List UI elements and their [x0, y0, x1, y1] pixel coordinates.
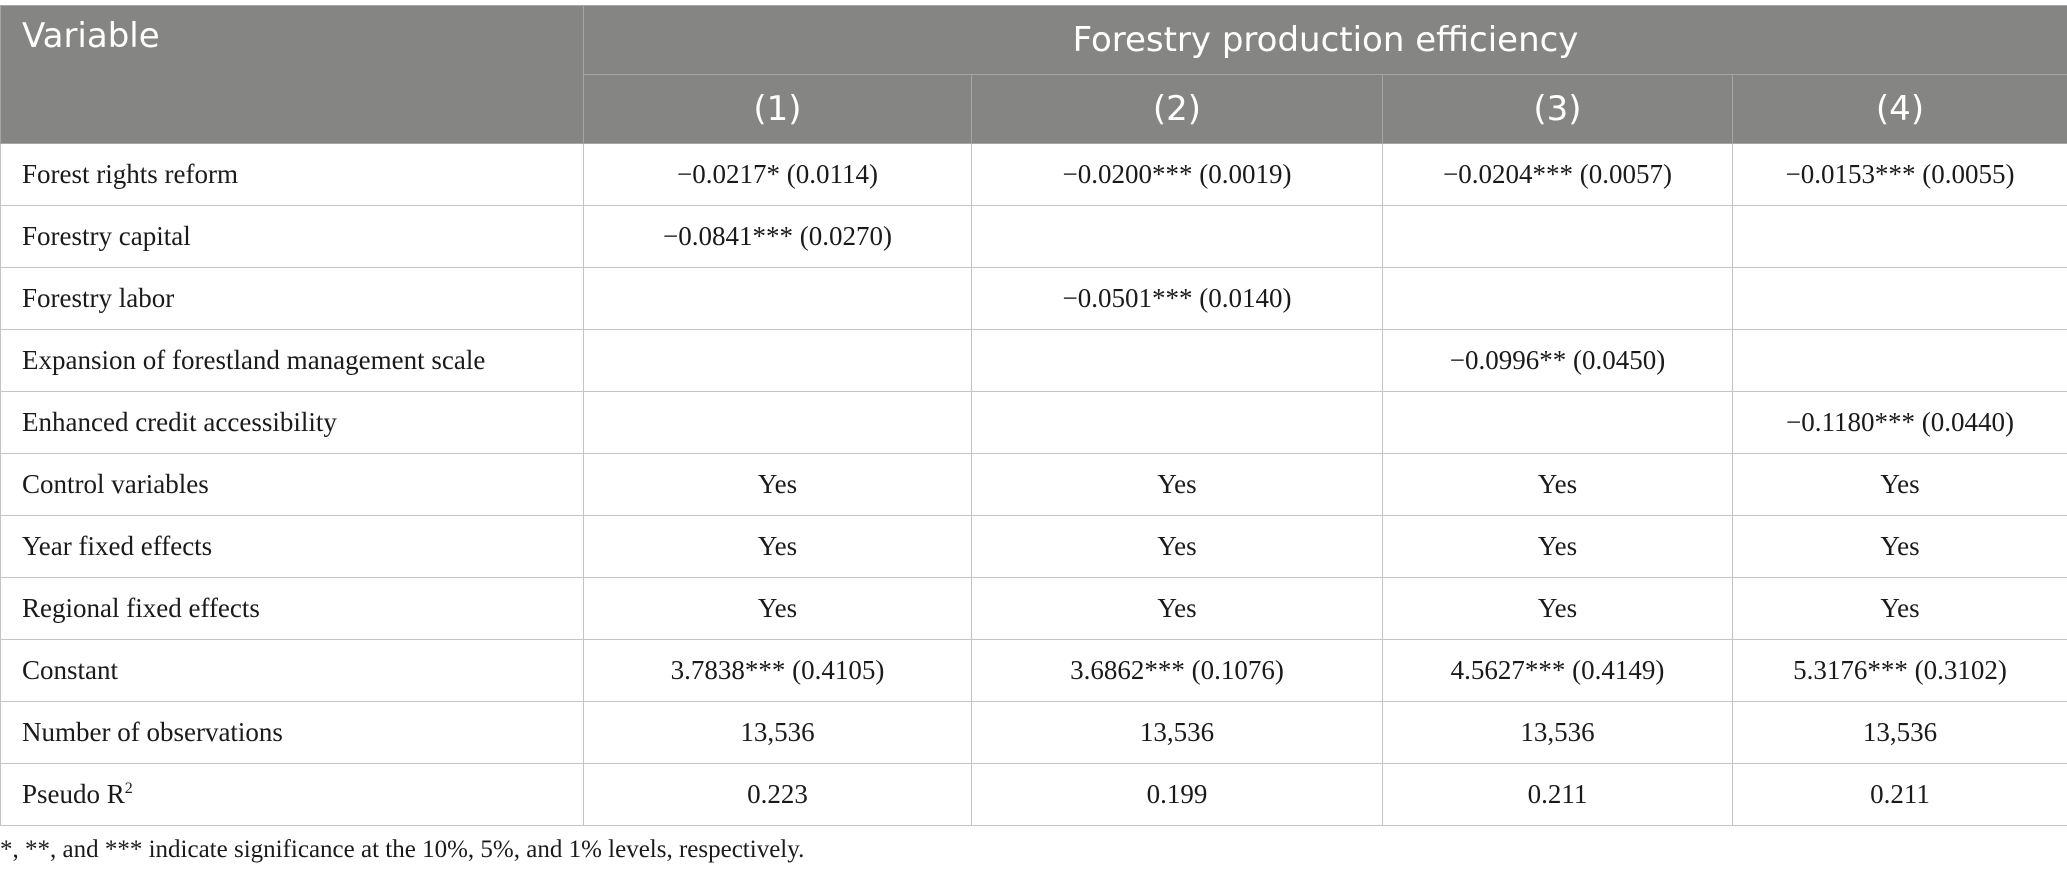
- table-row: Control variables Yes Yes Yes Yes: [0, 453, 2067, 516]
- table-cell: Yes: [1731, 515, 2067, 578]
- row-label: Enhanced credit accessibility: [0, 391, 584, 454]
- table-cell: −0.0217* (0.0114): [583, 143, 972, 206]
- table-cell: 3.7838*** (0.4105): [583, 639, 972, 702]
- table-cell: 13,536: [1731, 701, 2067, 764]
- table-cell: 13,536: [1382, 701, 1733, 764]
- table-cell: −0.0501*** (0.0140): [971, 267, 1383, 330]
- table-cell: [583, 329, 972, 392]
- table-cell: 4.5627*** (0.4149): [1382, 639, 1733, 702]
- table-body: Forest rights reform −0.0217* (0.0114) −…: [0, 143, 2067, 826]
- table-cell: −0.0204*** (0.0057): [1382, 143, 1733, 206]
- table-row: Expansion of forestland management scale…: [0, 329, 2067, 392]
- table-cell: 0.211: [1731, 763, 2067, 826]
- row-label: Constant: [0, 639, 584, 702]
- table-header: Variable Forestry production efficiency …: [0, 5, 2067, 144]
- table-cell: [971, 205, 1383, 268]
- table-cell: [583, 267, 972, 330]
- table-cell: Yes: [583, 515, 972, 578]
- table-row: Forestry capital −0.0841*** (0.0270): [0, 205, 2067, 268]
- row-label: Year fixed effects: [0, 515, 584, 578]
- table-cell: Yes: [1731, 453, 2067, 516]
- table-cell: [583, 391, 972, 454]
- column-header-1: (1): [583, 74, 972, 144]
- table-cell: 3.6862*** (0.1076): [971, 639, 1383, 702]
- table-cell: Yes: [971, 577, 1383, 640]
- table-cell: Yes: [583, 453, 972, 516]
- table-cell: [971, 329, 1383, 392]
- table-cell: [1382, 205, 1733, 268]
- results-table: Variable Forestry production efficiency …: [0, 5, 2067, 826]
- table-cell: 0.223: [583, 763, 972, 826]
- pseudo-r-superscript: 2: [124, 780, 133, 797]
- table-row: Constant 3.7838*** (0.4105) 3.6862*** (0…: [0, 639, 2067, 702]
- table-cell: −0.0996** (0.0450): [1382, 329, 1733, 392]
- table-cell: −0.0841*** (0.0270): [583, 205, 972, 268]
- table-row: Regional fixed effects Yes Yes Yes Yes: [0, 577, 2067, 640]
- column-header-2: (2): [971, 74, 1383, 144]
- table-cell: −0.1180*** (0.0440): [1731, 391, 2067, 454]
- table-cell: Yes: [971, 453, 1383, 516]
- table-cell: −0.0200*** (0.0019): [971, 143, 1383, 206]
- row-label: Regional fixed effects: [0, 577, 584, 640]
- row-label: Forestry labor: [0, 267, 584, 330]
- table-cell: 0.211: [1382, 763, 1733, 826]
- group-header: Forestry production efficiency: [582, 5, 2067, 75]
- table-cell: [1382, 267, 1733, 330]
- table-cell: Yes: [1382, 453, 1733, 516]
- table-cell: [1731, 329, 2067, 392]
- column-header-4: (4): [1731, 74, 2067, 144]
- table-cell: Yes: [971, 515, 1383, 578]
- table-cell: 0.199: [971, 763, 1383, 826]
- table-cell: Yes: [1382, 515, 1733, 578]
- table-cell: [1731, 205, 2067, 268]
- table-cell: [971, 391, 1383, 454]
- table-cell: Yes: [1731, 577, 2067, 640]
- column-header-3: (3): [1382, 74, 1733, 144]
- row-label: Forestry capital: [0, 205, 584, 268]
- row-label: Number of observations: [0, 701, 584, 764]
- table-row: Forest rights reform −0.0217* (0.0114) −…: [0, 143, 2067, 206]
- table-row: Forestry labor −0.0501*** (0.0140): [0, 267, 2067, 330]
- row-label: Forest rights reform: [0, 143, 584, 206]
- table-cell: 13,536: [583, 701, 972, 764]
- table-cell: 5.3176*** (0.3102): [1731, 639, 2067, 702]
- row-label: Expansion of forestland management scale: [0, 329, 584, 392]
- table-cell: −0.0153*** (0.0055): [1731, 143, 2067, 206]
- variable-header: Variable: [0, 5, 584, 144]
- table-footnote: *, **, and *** indicate significance at …: [0, 836, 805, 863]
- table-cell: Yes: [583, 577, 972, 640]
- row-label: Pseudo R2: [0, 763, 584, 826]
- pseudo-r-label: Pseudo R: [22, 779, 125, 809]
- table-cell: Yes: [1382, 577, 1733, 640]
- table-cell: 13,536: [971, 701, 1383, 764]
- table-row: Year fixed effects Yes Yes Yes Yes: [0, 515, 2067, 578]
- table-row-pseudo-r2: Pseudo R2 0.223 0.199 0.211 0.211: [0, 763, 2067, 826]
- row-label: Control variables: [0, 453, 584, 516]
- table-row: Number of observations 13,536 13,536 13,…: [0, 701, 2067, 764]
- table-cell: [1731, 267, 2067, 330]
- table-row: Enhanced credit accessibility −0.1180***…: [0, 391, 2067, 454]
- table-cell: [1382, 391, 1733, 454]
